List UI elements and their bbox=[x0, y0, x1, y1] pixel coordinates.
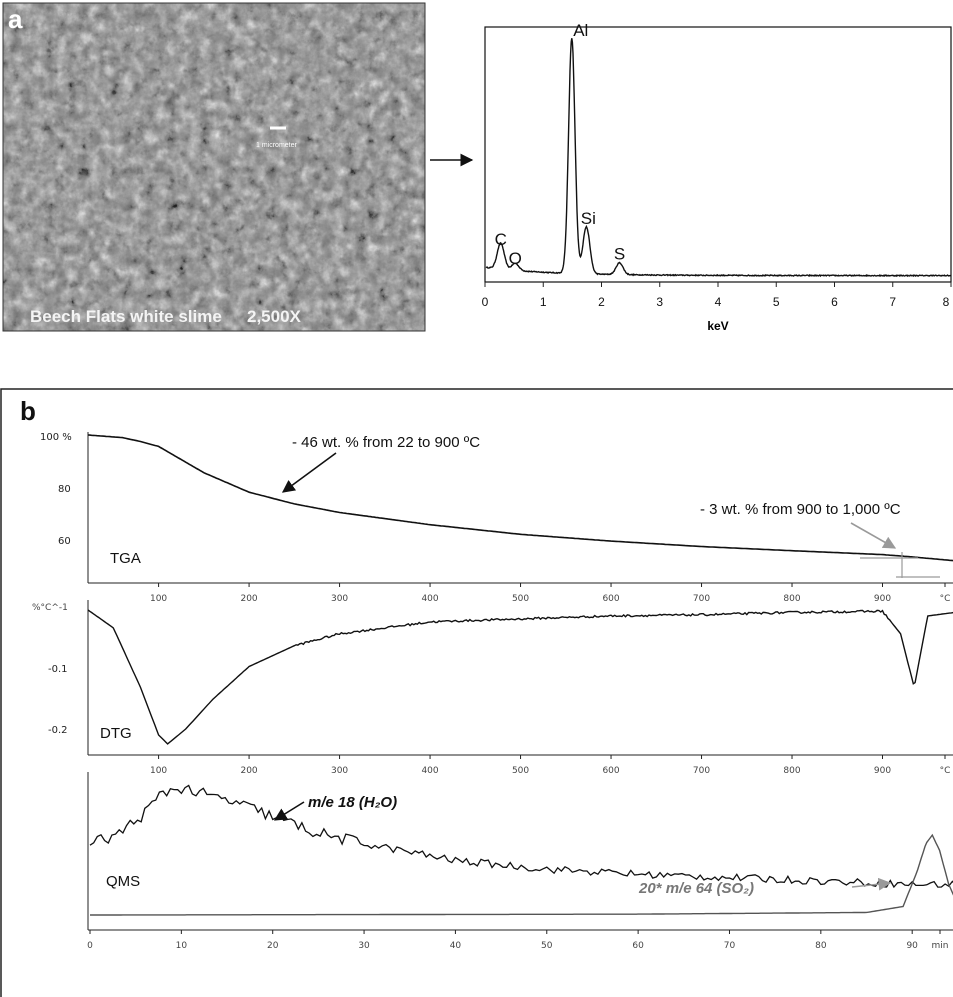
sem-caption-sample: Beech Flats white slime bbox=[30, 307, 222, 326]
tga-temp-tick-label: 400 bbox=[421, 594, 438, 604]
qms-plot: 0 10 20 30 40 50 60 70 80 90 min QMS m/e 18 (H₂O) … bbox=[87, 772, 953, 951]
sem-image: a 1 micrometer Beech Flats white slime 2… bbox=[2, 2, 426, 332]
tga-temp-tick-label: 500 bbox=[512, 594, 529, 604]
tga-curve bbox=[87, 434, 953, 562]
dtg-y-tick-0-1: -0.1 bbox=[48, 664, 68, 675]
eds-x-tick-label: 7 bbox=[889, 295, 896, 309]
eds-peak-labels: CO Al Si S bbox=[495, 21, 626, 268]
eds-peak-label-c: C bbox=[495, 230, 507, 249]
qms-time-tick-label: 40 bbox=[450, 941, 462, 951]
tga-temperature-axis: 100 200 300 400 500 600 700 800 900 °C bbox=[150, 583, 950, 604]
qms-h2o-curve bbox=[89, 784, 953, 889]
qms-label: QMS bbox=[106, 873, 140, 890]
tga-y-tick-80: 80 bbox=[58, 484, 71, 495]
eds-x-tick-label: 2 bbox=[598, 295, 605, 309]
eds-peak-label-al: Al bbox=[573, 21, 588, 40]
eds-spectrum-line bbox=[485, 38, 952, 278]
dtg-curve bbox=[87, 609, 953, 745]
qms-time-axis: 0 10 20 30 40 50 60 70 80 90 min bbox=[87, 930, 948, 951]
qms-so2-annotation-arrow bbox=[851, 877, 892, 891]
dtg-temp-tick-label: 400 bbox=[421, 766, 438, 776]
eds-x-tick-label: 3 bbox=[656, 295, 663, 309]
eds-x-tick-label: 0 bbox=[482, 295, 489, 309]
eds-xlabel: keV bbox=[707, 319, 728, 333]
tga-temp-tick-label: 900 bbox=[874, 594, 891, 604]
qms-time-tick-label: min bbox=[932, 941, 949, 951]
sem-scale-bar-label: 1 micrometer bbox=[256, 142, 298, 149]
tga-temp-tick-label: 100 bbox=[150, 594, 167, 604]
tga-annotation-high-temp: - 3 wt. % from 900 to 1,000 ºC bbox=[700, 501, 901, 518]
panel-b-letter: b bbox=[20, 396, 36, 426]
panel-a-letter: a bbox=[8, 4, 23, 34]
dtg-temp-tick-label: 600 bbox=[602, 766, 619, 776]
eds-x-tick-label: 6 bbox=[831, 295, 838, 309]
qms-time-tick-label: 30 bbox=[358, 941, 370, 951]
dtg-temp-tick-label: 200 bbox=[240, 766, 257, 776]
tga-y-tick-60: 60 bbox=[58, 536, 71, 547]
dtg-label: DTG bbox=[100, 725, 132, 742]
eds-plot-frame bbox=[484, 26, 952, 283]
qms-so2-curve bbox=[90, 833, 953, 916]
qms-time-tick-label: 50 bbox=[541, 941, 553, 951]
qms-time-tick-label: 0 bbox=[87, 941, 93, 951]
qms-time-tick-label: 20 bbox=[267, 941, 279, 951]
tga-label: TGA bbox=[110, 550, 141, 567]
dtg-temp-tick-label: °C bbox=[940, 766, 951, 776]
panel-b: b 100 % 80 60 100 200 300 400 500 600 700 800 90… bbox=[0, 388, 953, 997]
dtg-temp-tick-label: 500 bbox=[512, 766, 529, 776]
dtg-y-tick-unit: %°C^-1 bbox=[32, 603, 68, 613]
tga-annotation-high-temp-arrow bbox=[850, 522, 897, 549]
dtg-temp-tick-label: 700 bbox=[693, 766, 710, 776]
eds-peak-label-o: O bbox=[509, 249, 522, 268]
eds-peak-label-si: Si bbox=[581, 209, 596, 228]
qms-time-tick-label: 90 bbox=[906, 941, 918, 951]
tga-temp-tick-label: 300 bbox=[331, 594, 348, 604]
tga-temp-tick-label: 700 bbox=[693, 594, 710, 604]
tga-annotation-main: - 46 wt. % from 22 to 900 ºC bbox=[292, 434, 480, 451]
eds-x-axis: 0 1 2 3 4 5 6 7 8 bbox=[482, 282, 952, 309]
tga-step-bracket bbox=[860, 552, 940, 578]
dtg-plot: %°C^-1 -0.1 -0.2 100 200 300 400 500 600 700 80… bbox=[32, 600, 953, 776]
dtg-y-tick-0-2: -0.2 bbox=[48, 725, 68, 736]
tga-annotation-main-arrow bbox=[281, 452, 337, 493]
dtg-temp-tick-label: 800 bbox=[783, 766, 800, 776]
tga-y-tick-100: 100 % bbox=[40, 432, 72, 443]
qms-time-tick-label: 10 bbox=[176, 941, 188, 951]
qms-time-tick-label: 60 bbox=[632, 941, 644, 951]
dtg-temp-tick-label: 900 bbox=[874, 766, 891, 776]
tga-plot: 100 % 80 60 100 200 300 400 500 600 700 800 900 °… bbox=[40, 432, 953, 604]
eds-x-tick-label: 5 bbox=[773, 295, 780, 309]
dtg-temperature-axis: 100 200 300 400 500 600 700 800 900 °C bbox=[150, 755, 950, 776]
qms-h2o-annotation: m/e 18 (H₂O) bbox=[308, 794, 397, 811]
panel-a: a 1 micrometer Beech Flats white slime 2… bbox=[2, 2, 952, 333]
panel-b-frame bbox=[0, 388, 953, 997]
eds-x-tick-label: 1 bbox=[540, 295, 547, 309]
sem-caption-magnification: 2,500X bbox=[247, 307, 302, 326]
qms-time-tick-label: 80 bbox=[815, 941, 827, 951]
tga-temp-tick-label: 600 bbox=[602, 594, 619, 604]
qms-so2-annotation: 20* m/e 64 (SO₂) bbox=[638, 880, 754, 897]
qms-h2o-annotation-arrow bbox=[273, 801, 305, 821]
eds-x-tick-label: 8 bbox=[943, 295, 950, 309]
eds-x-tick-label: 4 bbox=[715, 295, 722, 309]
eds-peak-label-s: S bbox=[614, 244, 625, 263]
qms-time-tick-label: 70 bbox=[724, 941, 736, 951]
eds-spectrum: 0 1 2 3 4 5 6 7 8 keV CO Al Si S bbox=[482, 21, 952, 333]
tga-temp-tick-label: 200 bbox=[240, 594, 257, 604]
dtg-temp-tick-label: 100 bbox=[150, 766, 167, 776]
tga-temp-tick-label: °C bbox=[940, 594, 951, 604]
dtg-temp-tick-label: 300 bbox=[331, 766, 348, 776]
tga-temp-tick-label: 800 bbox=[783, 594, 800, 604]
